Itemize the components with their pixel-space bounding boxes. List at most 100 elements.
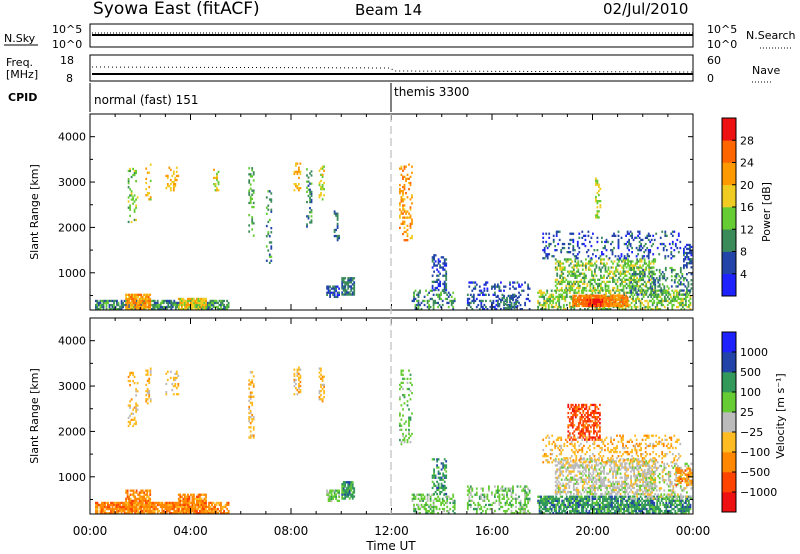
range-gate-cell — [408, 408, 410, 411]
range-gate-cell — [333, 489, 336, 492]
range-gate-cell — [147, 509, 150, 513]
range-gate-cell — [438, 297, 441, 301]
range-gate-cell — [135, 308, 138, 311]
range-gate-cell — [619, 257, 621, 260]
range-gate-cell — [561, 297, 564, 301]
range-gate-cell — [402, 408, 404, 411]
range-gate-cell — [131, 308, 133, 311]
range-gate-cell — [320, 398, 322, 401]
range-gate-cell — [209, 501, 212, 505]
range-gate-cell — [135, 509, 138, 513]
range-gate-cell — [335, 295, 337, 298]
range-gate-cell — [615, 268, 617, 271]
range-gate-cell — [96, 512, 99, 515]
range-gate-cell — [578, 300, 581, 303]
range-gate-cell — [589, 280, 592, 283]
range-gate-cell — [172, 393, 175, 396]
range-gate-cell — [572, 274, 575, 277]
range-gate-cell — [161, 507, 164, 511]
range-gate-cell — [595, 195, 597, 199]
range-gate-cell — [540, 291, 542, 294]
range-gate-cell — [102, 303, 105, 307]
range-gate-cell — [597, 291, 600, 294]
range-gate-cell — [171, 501, 174, 505]
range-gate-cell — [432, 293, 435, 296]
range-gate-cell — [176, 301, 179, 305]
range-gate-cell — [557, 260, 560, 263]
range-gate-cell — [577, 280, 580, 283]
range-gate-cell — [658, 268, 661, 272]
range-gate-cell — [599, 294, 602, 297]
range-gate-cell — [202, 305, 204, 309]
range-gate-cell — [568, 284, 571, 288]
range-gate-cell — [120, 501, 123, 505]
range-gate-cell — [558, 305, 561, 309]
range-gate-cell — [564, 509, 567, 513]
range-gate-cell — [431, 480, 434, 483]
range-gate-cell — [615, 282, 617, 286]
range-gate-cell — [538, 499, 541, 502]
range-gate-cell — [609, 280, 611, 283]
range-gate-cell — [571, 507, 574, 511]
range-gate-cell — [578, 272, 581, 275]
range-gate-cell — [659, 236, 662, 239]
range-gate-cell — [137, 501, 139, 505]
range-gate-cell — [425, 512, 427, 515]
range-gate-cell — [438, 295, 441, 298]
range-gate-cell — [660, 303, 663, 307]
range-gate-cell — [437, 484, 440, 487]
range-gate-cell — [573, 294, 576, 297]
range-gate-cell — [145, 369, 148, 372]
range-gate-cell — [678, 303, 681, 307]
range-gate-cell — [604, 268, 607, 271]
range-gate-cell — [497, 300, 499, 304]
range-gate-cell — [609, 276, 611, 279]
range-gate-cell — [191, 507, 194, 511]
range-gate-cell — [431, 280, 434, 283]
range-gate-cell — [436, 480, 438, 483]
range-gate-cell — [679, 281, 682, 284]
range-gate-cell — [570, 499, 573, 502]
range-gate-cell — [689, 249, 691, 253]
range-gate-cell — [205, 303, 207, 307]
range-gate-cell — [669, 301, 672, 305]
range-gate-cell — [610, 266, 613, 269]
range-gate-cell — [673, 268, 676, 272]
range-gate-cell — [586, 282, 589, 286]
range-gate-cell — [580, 289, 583, 292]
range-gate-cell — [634, 281, 637, 284]
range-gate-cell — [130, 194, 133, 197]
range-gate-cell — [406, 196, 409, 199]
range-gate-cell — [126, 303, 129, 307]
range-gate-cell — [613, 300, 615, 303]
range-gate-cell — [145, 181, 148, 185]
range-gate-cell — [188, 501, 191, 505]
range-gate-cell — [332, 497, 334, 500]
range-gate-cell — [636, 293, 638, 296]
range-gate-cell — [320, 383, 322, 387]
range-gate-cell — [295, 387, 297, 390]
range-gate-cell — [141, 501, 144, 505]
range-gate-cell — [182, 505, 185, 509]
range-gate-cell — [643, 284, 646, 288]
range-gate-cell — [541, 507, 544, 511]
range-gate-cell — [442, 484, 445, 487]
range-gate-cell — [209, 303, 212, 307]
range-gate-cell — [166, 174, 169, 178]
range-gate-cell — [205, 305, 207, 309]
range-gate-cell — [402, 434, 404, 438]
range-gate-cell — [408, 436, 410, 440]
range-gate-cell — [623, 308, 625, 311]
range-gate-cell — [592, 302, 595, 305]
range-gate-cell — [348, 493, 351, 496]
range-gate-cell — [176, 501, 179, 505]
range-gate-cell — [549, 497, 552, 500]
range-gate-cell — [678, 289, 681, 292]
range-gate-cell — [568, 501, 571, 505]
range-gate-cell — [633, 271, 635, 274]
range-gate-cell — [177, 497, 180, 500]
range-gate-cell — [606, 280, 608, 283]
range-gate-cell — [149, 493, 152, 496]
range-gate-cell — [546, 255, 549, 258]
range-gate-cell — [677, 232, 680, 235]
